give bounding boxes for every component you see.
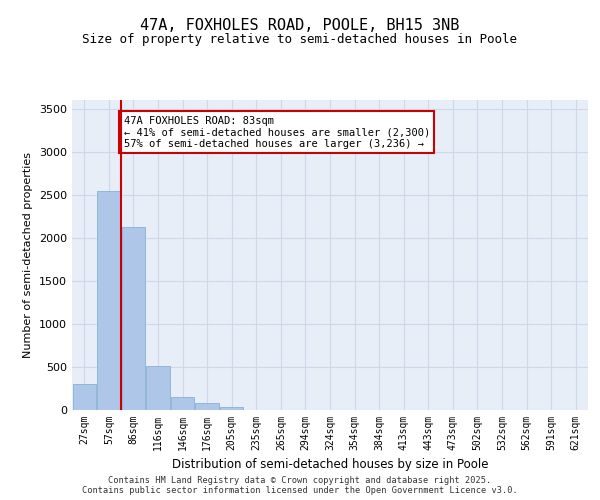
Text: 47A, FOXHOLES ROAD, POOLE, BH15 3NB: 47A, FOXHOLES ROAD, POOLE, BH15 3NB xyxy=(140,18,460,32)
Bar xyxy=(146,366,170,410)
Bar xyxy=(73,384,96,410)
Text: Contains HM Land Registry data © Crown copyright and database right 2025.
Contai: Contains HM Land Registry data © Crown c… xyxy=(82,476,518,495)
Bar xyxy=(122,228,145,410)
Bar xyxy=(171,396,194,410)
Text: Size of property relative to semi-detached houses in Poole: Size of property relative to semi-detach… xyxy=(83,32,517,46)
Y-axis label: Number of semi-detached properties: Number of semi-detached properties xyxy=(23,152,34,358)
Bar xyxy=(196,403,219,410)
Text: 47A FOXHOLES ROAD: 83sqm
← 41% of semi-detached houses are smaller (2,300)
57% o: 47A FOXHOLES ROAD: 83sqm ← 41% of semi-d… xyxy=(124,116,430,148)
Bar xyxy=(97,192,121,410)
X-axis label: Distribution of semi-detached houses by size in Poole: Distribution of semi-detached houses by … xyxy=(172,458,488,471)
Bar xyxy=(220,408,244,410)
